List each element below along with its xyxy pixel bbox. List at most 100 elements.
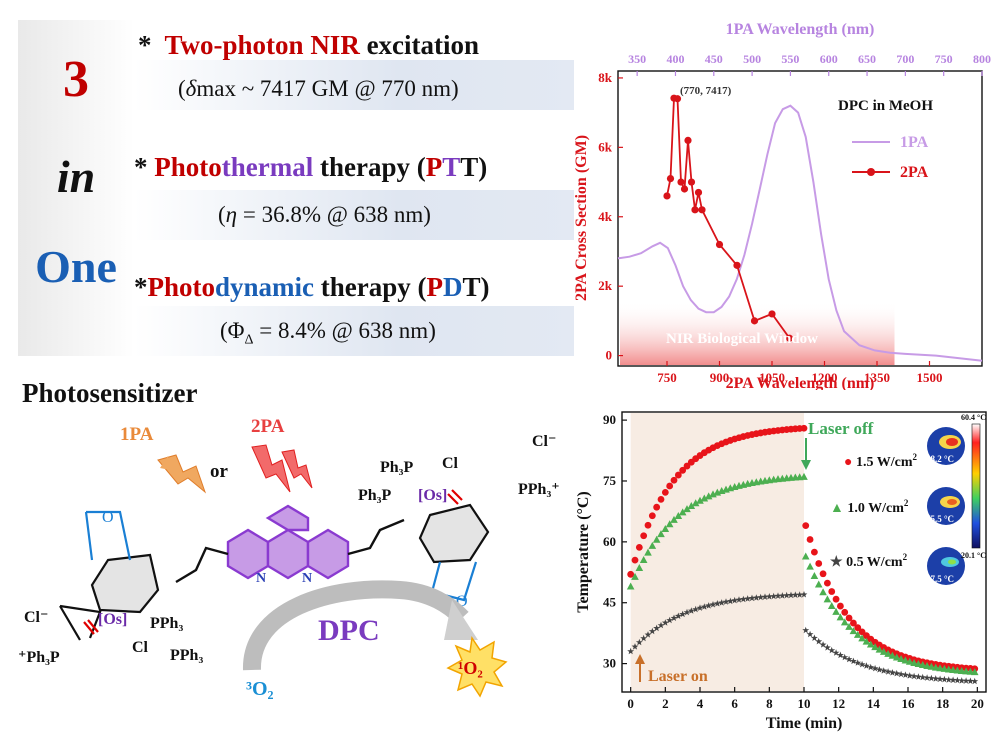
y-tick-label: 8k xyxy=(598,70,613,85)
series-star-point xyxy=(824,644,831,651)
big-one: One xyxy=(35,241,117,292)
series-triangle-point xyxy=(845,622,853,630)
colorbar-min: 20.1 °C xyxy=(961,551,986,560)
series-triangle-point xyxy=(704,492,713,500)
series-star-point xyxy=(854,659,862,666)
series-triangle-point xyxy=(840,618,849,626)
series-triangle-point xyxy=(635,564,644,572)
series-circle-point xyxy=(845,614,853,622)
series-star-point xyxy=(713,600,721,607)
nitrogen-label-left: N xyxy=(256,571,266,586)
series-star-point xyxy=(910,672,918,680)
series-circle-point xyxy=(653,503,661,511)
series-star-point xyxy=(657,621,665,629)
phenanthroline-core xyxy=(226,504,350,580)
series-triangle-point xyxy=(626,582,635,590)
series-triangle-point xyxy=(644,548,652,556)
y-axis-title: Temperature (°C) xyxy=(575,491,592,612)
x-tick-label: 20 xyxy=(971,696,984,711)
series-star-point xyxy=(770,592,778,600)
series-star-point xyxy=(796,591,804,598)
series-star-point xyxy=(893,669,901,677)
series-star-point xyxy=(858,660,866,668)
series-star-point xyxy=(863,662,870,669)
series-circle-point xyxy=(666,482,674,490)
series-star-point xyxy=(819,641,827,648)
x-tick-label: 2 xyxy=(662,696,669,711)
series-2pa-point xyxy=(666,174,675,183)
series-star-point xyxy=(765,593,773,600)
series-2pa-point xyxy=(694,188,703,197)
series-star-point xyxy=(705,602,713,609)
series-star-point xyxy=(850,657,857,665)
claims-background xyxy=(134,60,574,356)
thermal-image-1: 88.2 °C xyxy=(926,427,965,465)
series-star-point xyxy=(739,595,747,603)
series-star-point xyxy=(757,593,765,601)
series-triangle-point xyxy=(875,645,884,653)
legend-1pa: 1PA xyxy=(900,134,929,151)
series-star-point xyxy=(731,596,739,604)
series-star-point xyxy=(958,677,966,684)
series-circle-point xyxy=(635,543,643,551)
x-tick-label: 1200 xyxy=(812,370,838,385)
series-circle-point xyxy=(674,471,682,479)
series-triangle-point xyxy=(871,643,879,651)
cl-left: Cl xyxy=(132,639,149,656)
series-triangle-point xyxy=(970,668,979,676)
series-star-point xyxy=(802,626,810,634)
series-star-point xyxy=(906,672,914,679)
series-star-point xyxy=(902,671,909,678)
series-triangle-point xyxy=(700,494,709,502)
series-circle-point xyxy=(644,521,652,529)
series-triangle-point xyxy=(801,552,810,560)
cl-right: Cl xyxy=(442,455,459,472)
laser-on-label: Laser on xyxy=(648,668,708,685)
series-star-point xyxy=(761,593,769,600)
series-triangle-point xyxy=(832,607,840,615)
series-star-point xyxy=(800,591,808,598)
series-triangle-point xyxy=(678,508,687,516)
series-circle-point xyxy=(824,579,831,587)
series-triangle-point xyxy=(866,640,875,648)
series-circle-point xyxy=(670,476,678,484)
vinyl-linker-left xyxy=(175,546,229,584)
series-star-point xyxy=(791,591,799,598)
claims-sidebar xyxy=(18,20,134,356)
x2-tick-label: 600 xyxy=(820,52,838,66)
conversion-arrow xyxy=(242,580,469,671)
series-triangle-point xyxy=(819,588,827,596)
x-axis-title: Time (min) xyxy=(766,715,843,732)
series-star-point xyxy=(635,638,643,646)
series-triangle-point xyxy=(810,571,819,579)
series-1pa-line xyxy=(617,104,983,362)
nitrogen-label-right: N xyxy=(302,571,312,586)
os-label-right: [Os] xyxy=(418,487,447,504)
y-tick-label: 4k xyxy=(598,209,613,224)
x-tick-label: 0 xyxy=(627,696,634,711)
big-in: in xyxy=(56,151,96,202)
y-tick-label: 75 xyxy=(603,473,617,488)
series-circle-point xyxy=(832,595,840,603)
series-star-point xyxy=(897,670,905,678)
series-star-point xyxy=(837,651,844,659)
series-star-point xyxy=(871,664,879,672)
series-star-point xyxy=(932,675,940,682)
series-star-point xyxy=(884,668,892,675)
series-circle-point xyxy=(640,532,648,540)
y-tick-label: 45 xyxy=(603,595,617,610)
ph3p-right-bottom: Ph₃P xyxy=(358,487,391,504)
series-star-point xyxy=(648,627,656,635)
series-triangle-point xyxy=(897,655,905,663)
series-star-point xyxy=(923,674,931,681)
oxygen-label-left: O xyxy=(102,509,114,526)
series-triangle-point xyxy=(853,630,862,638)
series-triangle-point xyxy=(862,637,871,645)
series-star-point xyxy=(774,592,782,599)
singlet-oxygen-label: ¹O₂ xyxy=(458,658,483,678)
plus-ph3p-left: ⁺Ph₃P xyxy=(18,649,60,666)
series-star-point xyxy=(928,674,935,682)
series-triangle-point xyxy=(827,601,836,609)
claim-photothermal: * Photothermal therapy (PTT) xyxy=(134,152,488,182)
